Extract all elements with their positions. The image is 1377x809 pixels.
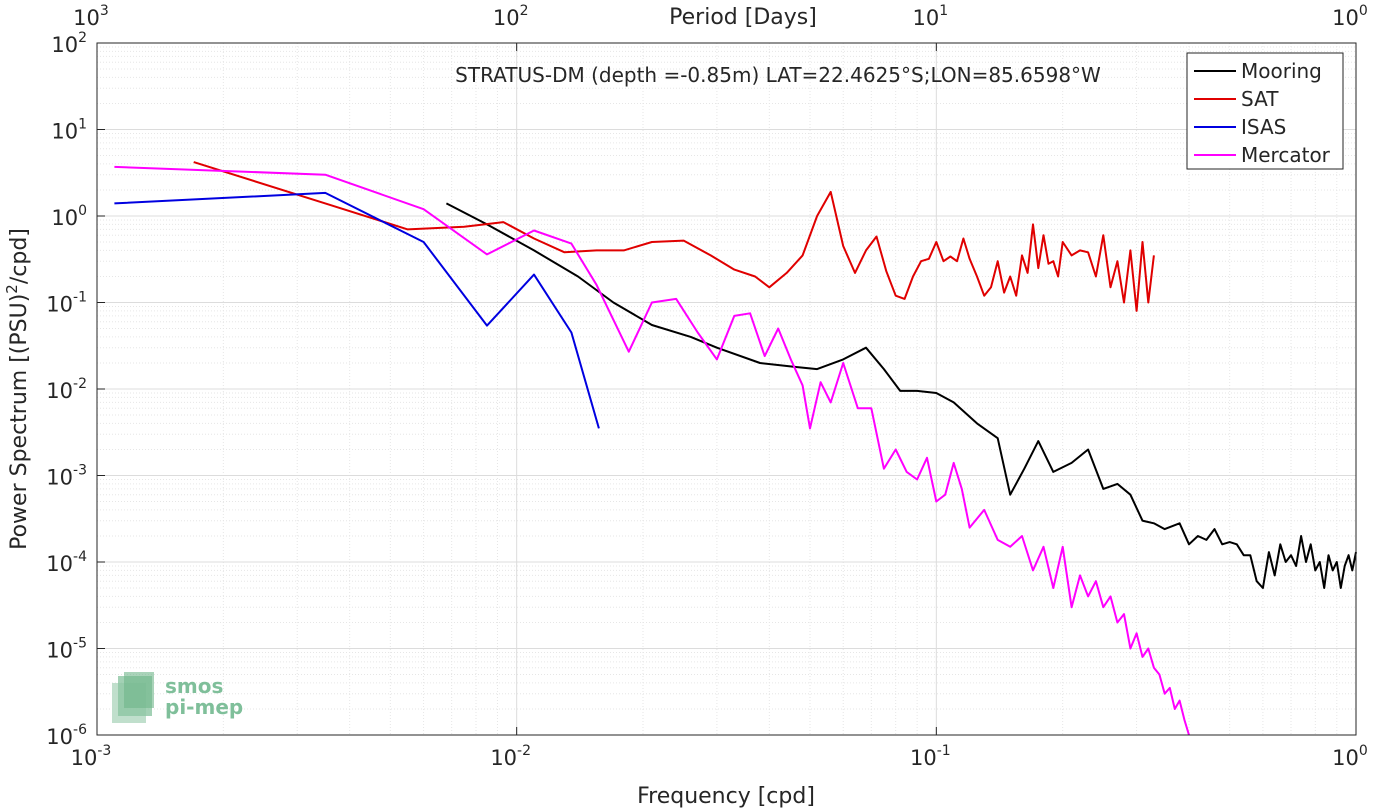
y-tick-label-base: 10 bbox=[46, 466, 73, 490]
top-axis-title: Period [Days] bbox=[669, 5, 817, 30]
top-tick-label-base: 10 bbox=[493, 6, 520, 30]
top-tick-label-exp: 3 bbox=[100, 3, 109, 19]
x-tick-label: 100 bbox=[1332, 743, 1368, 770]
x-tick-label-exp: -1 bbox=[937, 743, 951, 759]
y-axis-title-tail: /cpd] bbox=[7, 228, 32, 284]
y-tick-label: 10-5 bbox=[46, 636, 87, 663]
y-tick-label-base: 10 bbox=[46, 552, 73, 576]
y-axis-title-main: Power Spectrum [(PSU) bbox=[7, 294, 32, 550]
legend-label-mooring: Mooring bbox=[1241, 59, 1322, 83]
y-tick-label-exp: 2 bbox=[78, 30, 87, 46]
x-tick-label-base: 10 bbox=[1332, 746, 1359, 770]
x-tick-label-exp: -3 bbox=[97, 743, 111, 759]
legend-label-sat: SAT bbox=[1241, 87, 1279, 111]
station-annotation: STRATUS-DM (depth =-0.85m) LAT=22.4625°S… bbox=[455, 63, 1101, 87]
x-tick-label: 10-3 bbox=[71, 743, 112, 770]
y-tick-label: 10-2 bbox=[46, 376, 87, 403]
y-axis-title: Power Spectrum [(PSU)2/cpd] bbox=[3, 228, 32, 550]
y-tick-label: 100 bbox=[51, 203, 87, 230]
y-tick-label-exp: -2 bbox=[73, 376, 87, 392]
y-tick-label-exp: -4 bbox=[73, 549, 87, 565]
y-tick-label-base: 10 bbox=[46, 293, 73, 317]
y-tick-label-exp: -3 bbox=[73, 463, 87, 479]
smos-pi-mep-logo: smos pi-mep bbox=[112, 672, 243, 723]
top-tick-label-exp: 1 bbox=[939, 3, 948, 19]
top-tick-label-base: 10 bbox=[73, 6, 100, 30]
x-axis-title: Frequency [cpd] bbox=[637, 784, 815, 809]
legend-box bbox=[1186, 52, 1344, 170]
y-tick-label-exp: -6 bbox=[73, 722, 87, 738]
top-tick-label-exp: 2 bbox=[520, 3, 529, 19]
series-line-mooring bbox=[445, 202, 1357, 589]
x-tick-label: 10-1 bbox=[910, 743, 951, 770]
y-tick-label-base: 10 bbox=[46, 725, 73, 749]
top-tick-label: 102 bbox=[493, 3, 529, 30]
y-tick-label-exp: -1 bbox=[73, 290, 87, 306]
y-tick-label: 10-3 bbox=[46, 463, 87, 490]
series-layer bbox=[114, 161, 1357, 736]
top-tick-label-base: 10 bbox=[1332, 6, 1359, 30]
y-tick-label-base: 10 bbox=[46, 379, 73, 403]
y-tick-label-exp: 1 bbox=[78, 117, 87, 133]
top-tick-label: 100 bbox=[1332, 3, 1368, 30]
top-tick-labels: 103 102 101 100 bbox=[73, 3, 1368, 30]
x-tick-label-base: 10 bbox=[490, 746, 517, 770]
series-line-sat bbox=[193, 161, 1155, 312]
y-tick-label-base: 10 bbox=[46, 639, 73, 663]
legend: Mooring SAT ISAS Mercator bbox=[1186, 52, 1344, 170]
y-tick-label-base: 10 bbox=[51, 206, 78, 230]
x-tick-label-exp: 0 bbox=[1359, 743, 1368, 759]
top-tick-label: 101 bbox=[913, 3, 949, 30]
y-axis-title-sup: 2 bbox=[3, 284, 21, 294]
top-tick-label-base: 10 bbox=[913, 6, 940, 30]
y-tick-label-exp: 0 bbox=[78, 203, 87, 219]
series-line-isas bbox=[114, 191, 600, 429]
logo-text-pi-mep: pi-mep bbox=[165, 695, 243, 719]
top-tick-label: 103 bbox=[73, 3, 109, 30]
series-line-mercator bbox=[114, 165, 1190, 736]
y-tick-label: 10-1 bbox=[46, 290, 87, 317]
x-tick-labels: 10-3 10-2 10-1 100 bbox=[71, 743, 1368, 770]
y-tick-label-base: 10 bbox=[51, 33, 78, 57]
y-tick-label: 10-4 bbox=[46, 549, 87, 576]
logo-mark bbox=[112, 672, 154, 723]
y-tick-label: 10-6 bbox=[46, 722, 87, 749]
logo-text-smos: smos bbox=[165, 674, 223, 698]
tick-marks bbox=[96, 42, 1357, 736]
x-tick-label: 10-2 bbox=[490, 743, 531, 770]
y-tick-label: 102 bbox=[51, 30, 87, 57]
y-tick-label: 101 bbox=[51, 117, 87, 144]
y-tick-label-base: 10 bbox=[51, 120, 78, 144]
x-tick-label-base: 10 bbox=[910, 746, 937, 770]
x-tick-label-exp: -2 bbox=[517, 743, 531, 759]
legend-label-isas: ISAS bbox=[1241, 115, 1286, 139]
x-tick-label-base: 10 bbox=[71, 746, 98, 770]
y-tick-label-exp: -5 bbox=[73, 636, 87, 652]
legend-label-mercator: Mercator bbox=[1241, 143, 1331, 167]
top-tick-label-exp: 0 bbox=[1359, 3, 1368, 19]
